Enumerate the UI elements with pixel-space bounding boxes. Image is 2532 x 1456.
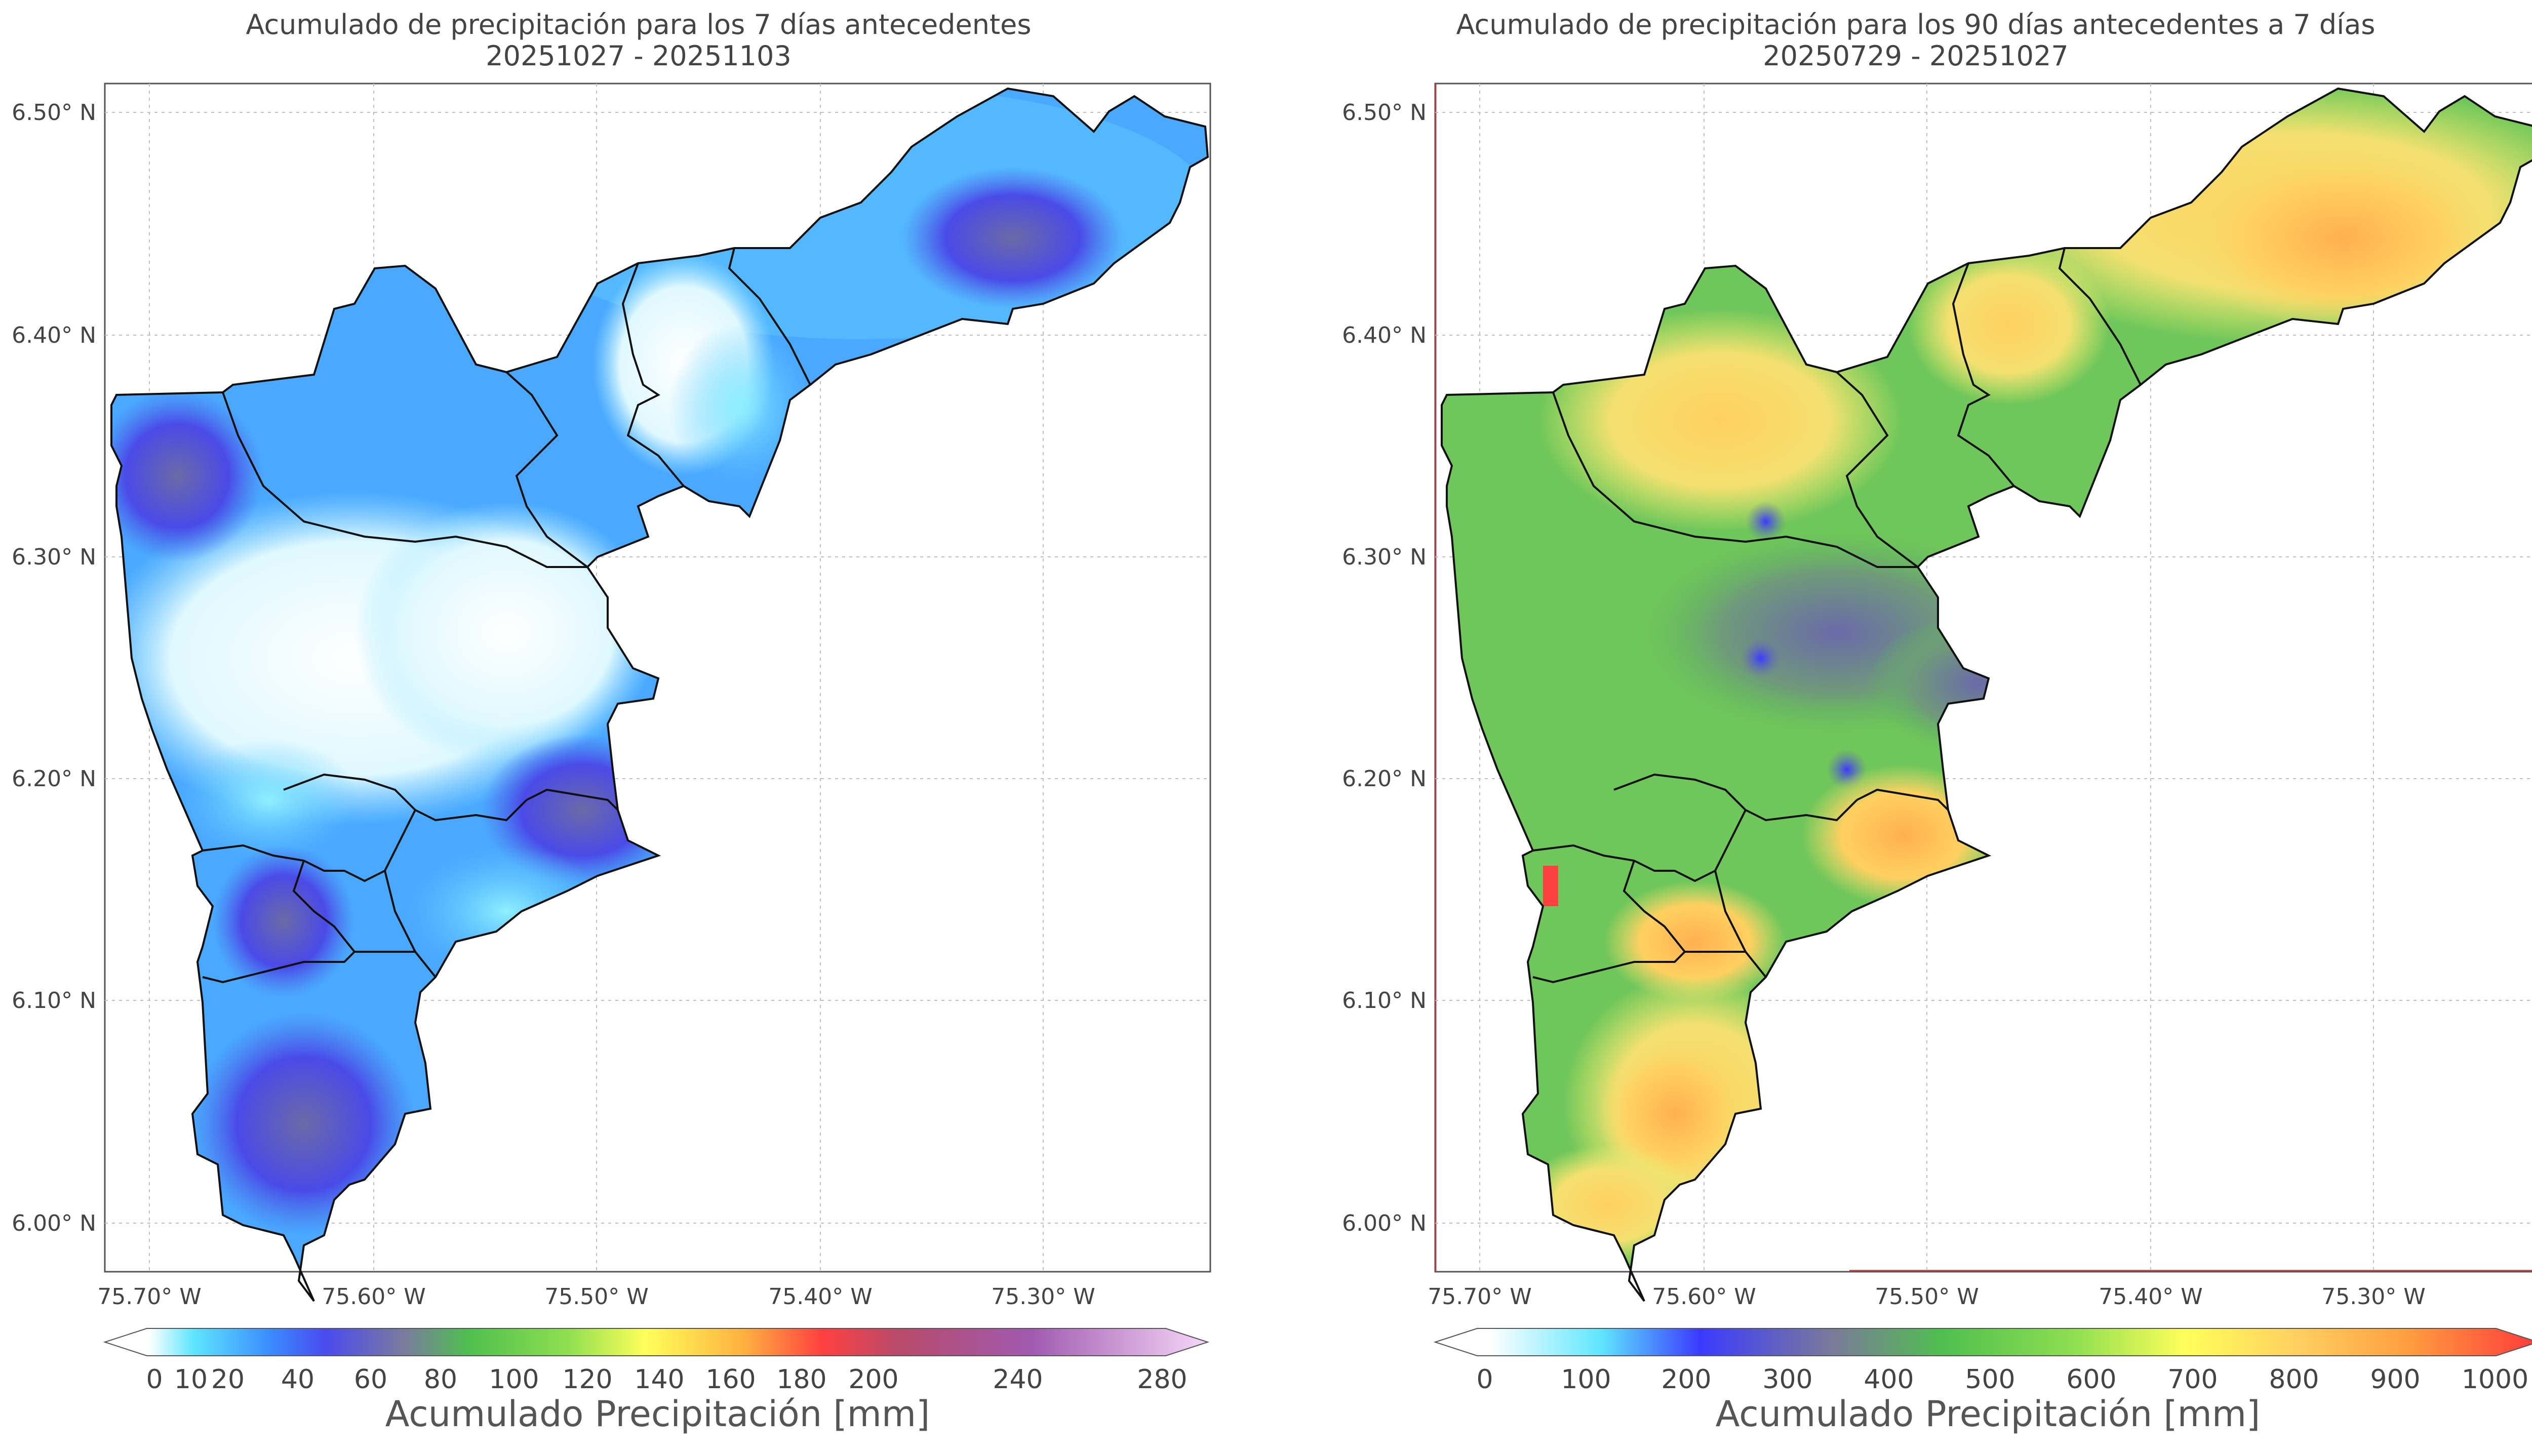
right-colorbar-tick: 200: [1661, 1364, 1711, 1395]
right-lon-label: 75.50° W: [1875, 1284, 1979, 1310]
right-map-title-line1: Acumulado de precipitación para los 90 d…: [1456, 9, 2376, 41]
right-colorbar-tick: 700: [2167, 1364, 2218, 1395]
right-basin-outline: [1441, 87, 2532, 1302]
left-lat-label: 6.50° N: [12, 100, 96, 126]
right-map-panel: Acumulado de precipitación para los 90 d…: [1277, 0, 2532, 1456]
left-colorbar-tick: 20: [211, 1364, 245, 1395]
left-colorbar-tick: 240: [993, 1364, 1043, 1395]
left-lat-label: 6.10° N: [12, 988, 96, 1014]
right-colorbar-tick: 100: [1561, 1364, 1611, 1395]
left-colorbar-tick: 200: [848, 1364, 898, 1395]
left-basin-outline: [110, 87, 1209, 1302]
right-map-figure: 6.50° N 6.40° N 6.30° N 6.20° N 6.10° N …: [1342, 83, 2532, 1395]
right-lat-label: 6.10° N: [1342, 988, 1427, 1014]
left-colorbar-tick: 120: [562, 1364, 612, 1395]
right-map-title-line2: 20250729 - 20251027: [1763, 40, 2069, 72]
right-lon-labels: 75.70° W 75.60° W 75.50° W 75.40° W 75.3…: [1428, 1284, 2425, 1310]
right-colorbar-ticks: 0 100 200 300 400 500 600 700 800 900 10…: [1476, 1364, 2528, 1395]
left-lon-label: 75.50° W: [544, 1284, 648, 1310]
right-lon-label: 75.40° W: [2099, 1284, 2202, 1310]
right-lon-label: 75.70° W: [1428, 1284, 1531, 1310]
right-colorbar-label: Acumulado Precipitación [mm]: [1715, 1393, 2261, 1435]
left-lat-labels: 6.50° N 6.40° N 6.30° N 6.20° N 6.10° N …: [12, 100, 96, 1236]
left-colorbar-tick: 280: [1137, 1364, 1187, 1395]
left-map-title-line2: 20251027 - 20251103: [486, 40, 792, 72]
left-colorbar-tick: 60: [354, 1364, 387, 1395]
right-colorbar-bar: [1433, 1328, 2532, 1356]
left-lon-label: 75.30° W: [991, 1284, 1095, 1310]
left-colorbar-bar: [103, 1328, 1210, 1356]
left-lon-labels: 75.70° W 75.60° W 75.50° W 75.40° W 75.3…: [97, 1284, 1095, 1310]
left-lat-label: 6.00° N: [12, 1210, 96, 1236]
left-map-panel: Acumulado de precipitación para los 7 dí…: [0, 9, 1277, 1435]
right-colorbar: 0 100 200 300 400 500 600 700 800 900 10…: [1433, 1328, 2532, 1395]
left-colorbar-tick: 0: [146, 1364, 163, 1395]
right-lat-label: 6.00° N: [1342, 1210, 1427, 1236]
left-colorbar-tick: 10: [174, 1364, 208, 1395]
right-colorbar-tick: 0: [1476, 1364, 1493, 1395]
right-colorbar-tick: 900: [2370, 1364, 2420, 1395]
right-colorbar-tick: 300: [1762, 1364, 1812, 1395]
left-colorbar: 0 10 20 40 60 80 100 120 140 160 180 200…: [103, 1328, 1210, 1395]
left-colorbar-tick: 160: [705, 1364, 756, 1395]
right-subbasin-boundaries: [1532, 248, 2142, 984]
right-lon-label: 75.60° W: [1652, 1284, 1756, 1310]
left-map-title-line1: Acumulado de precipitación para los 7 dí…: [246, 9, 1032, 41]
right-lat-label: 6.50° N: [1342, 100, 1427, 126]
right-colorbar-tick: 400: [1864, 1364, 1914, 1395]
left-lon-label: 75.40° W: [768, 1284, 872, 1310]
left-lon-label: 75.60° W: [322, 1284, 425, 1310]
right-colorbar-tick: 800: [2269, 1364, 2319, 1395]
right-colorbar-tick: 600: [2066, 1364, 2116, 1395]
left-colorbar-tick: 80: [424, 1364, 457, 1395]
right-colorbar-tick: 1000: [2462, 1364, 2528, 1395]
left-colorbar-tick: 100: [489, 1364, 539, 1395]
left-lon-label: 75.70° W: [97, 1284, 201, 1310]
left-colorbar-tick: 180: [776, 1364, 826, 1395]
left-map-title: Acumulado de precipitación para los 7 dí…: [0, 9, 1277, 72]
right-lat-label: 6.40° N: [1342, 322, 1427, 348]
left-colorbar-tick: 140: [634, 1364, 684, 1395]
left-colorbar-ticks: 0 10 20 40 60 80 100 120 140 160 180 200…: [146, 1364, 1187, 1395]
left-colorbar-tick: 40: [281, 1364, 314, 1395]
right-lat-labels: 6.50° N 6.40° N 6.30° N 6.20° N 6.10° N …: [1342, 100, 1427, 1236]
right-map-title: Acumulado de precipitación para los 90 d…: [1277, 9, 2532, 72]
right-lat-label: 6.20° N: [1342, 766, 1427, 792]
left-lat-label: 6.20° N: [12, 766, 96, 792]
left-lat-label: 6.40° N: [12, 322, 96, 348]
left-map-figure: 6.50° N 6.40° N 6.30° N 6.20° N 6.10° N …: [12, 83, 1211, 1395]
left-lat-label: 6.30° N: [12, 544, 96, 570]
right-colorbar-tick: 500: [1965, 1364, 2015, 1395]
left-subbasin-boundaries: [202, 248, 811, 984]
right-lon-label: 75.30° W: [2321, 1284, 2425, 1310]
left-colorbar-label: Acumulado Precipitación [mm]: [385, 1393, 930, 1435]
right-lat-label: 6.30° N: [1342, 544, 1427, 570]
